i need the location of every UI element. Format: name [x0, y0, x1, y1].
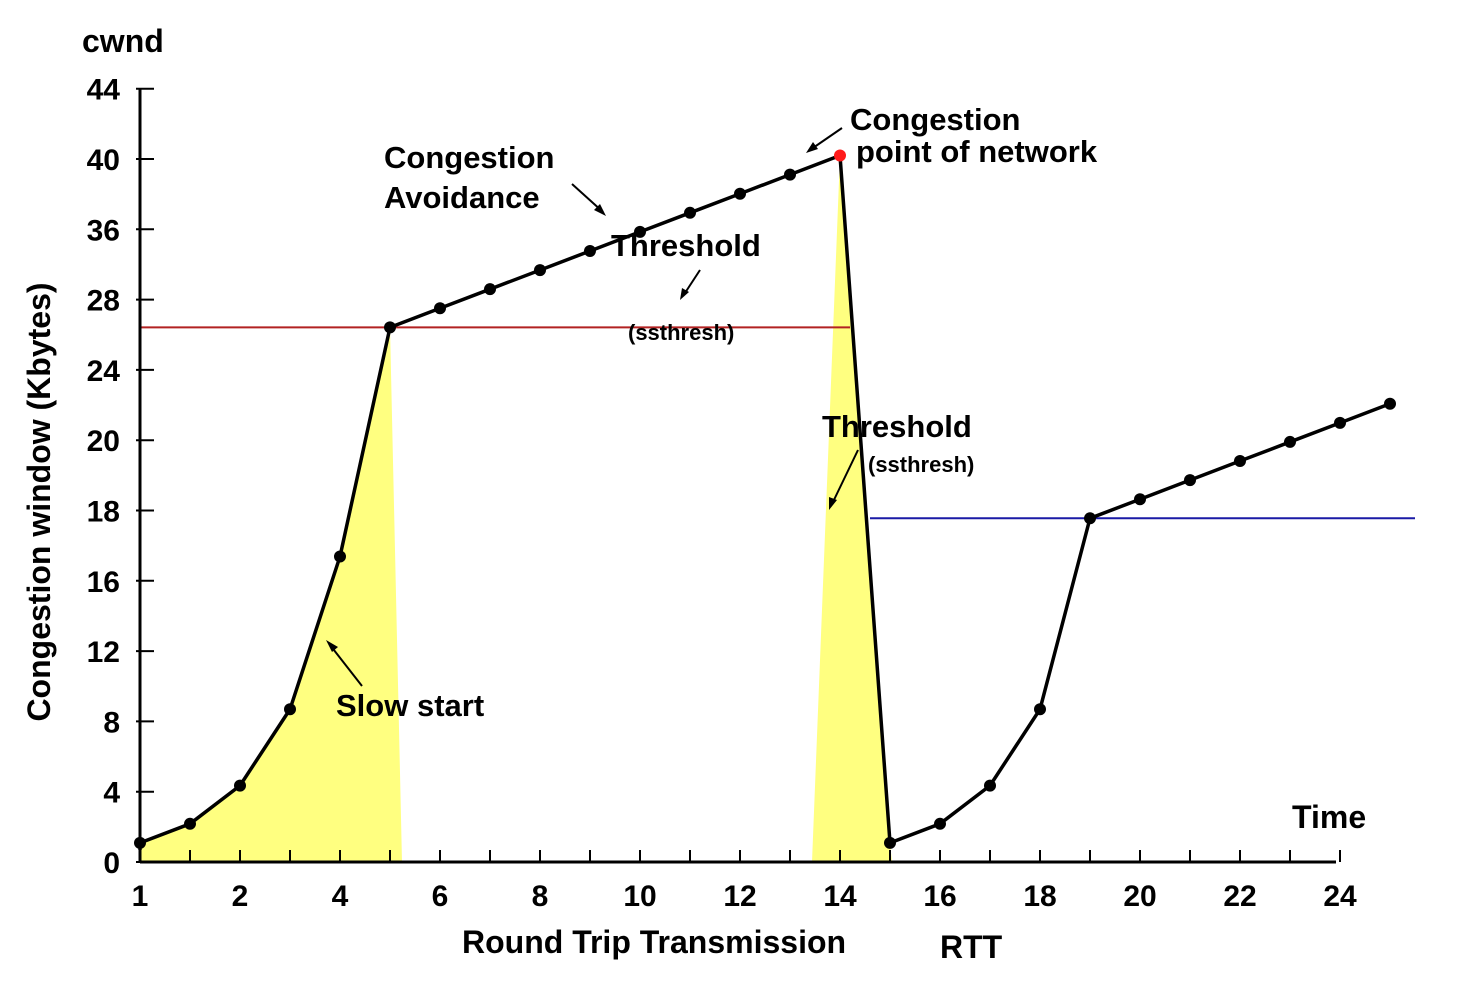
y-tick-label-18: 18: [87, 496, 120, 529]
data-point-25: [1334, 416, 1346, 429]
x-ticks: 1 2 4 6 8 10 12 14 16 18 20 22 24: [132, 850, 1357, 913]
y-tick-label-36: 36: [87, 214, 120, 247]
x-tick-label-8: 8: [532, 880, 549, 913]
x-tick-label-18: 18: [1023, 880, 1056, 913]
y-tick-label-28: 28: [87, 285, 120, 318]
data-point-4: [284, 703, 296, 716]
x-tick-label-16: 16: [923, 880, 956, 913]
data-point-1: [134, 836, 146, 849]
x-axis-label: Round Trip Transmission: [462, 924, 846, 960]
cwnd-series: [134, 149, 1396, 850]
annotation-threshold-1: Threshold: [611, 228, 761, 263]
y-tick-label-12: 12: [87, 636, 120, 669]
annotation-slow-start: Slow start: [336, 688, 484, 723]
data-point-12: [684, 206, 696, 219]
slow-start-highlights: [140, 155, 892, 863]
data-point-19: [1034, 703, 1046, 716]
data-point-10: [584, 244, 596, 257]
data-point-24: [1284, 435, 1296, 448]
annotation-threshold-1-sub: (ssthresh): [628, 320, 734, 345]
y-tick-label-8: 8: [103, 706, 120, 739]
data-point-21: [1134, 493, 1146, 506]
y-axis-top-label: cwnd: [82, 23, 164, 59]
data-point-9: [534, 264, 546, 277]
data-point-8: [484, 283, 496, 296]
x-tick-label-1: 1: [132, 880, 149, 913]
threshold-lines: [140, 326, 1415, 520]
arrowhead-slow-start: [326, 640, 338, 652]
data-point-2: [184, 817, 196, 830]
annotation-threshold-2: Threshold: [822, 409, 972, 444]
annotation-congestion-avoidance-2: Avoidance: [384, 180, 540, 215]
x-tick-label-12: 12: [723, 880, 756, 913]
x-tick-label-10: 10: [623, 880, 656, 913]
y-tick-label-44: 44: [87, 74, 121, 107]
annotation-congestion-point-1: Congestion: [850, 102, 1021, 137]
x-tick-label-20: 20: [1123, 880, 1156, 913]
y-axis-label: Congestion window (Kbytes): [21, 282, 57, 721]
annotation-threshold-2-sub: (ssthresh): [868, 452, 974, 477]
arrowhead-congestion-point: [806, 142, 818, 153]
y-tick-label-0: 0: [103, 847, 120, 880]
x-axis-end-label: Time: [1292, 799, 1366, 835]
data-point-7: [434, 302, 446, 315]
data-point-11: [634, 225, 646, 238]
annotation-congestion-point-2: point of network: [856, 134, 1098, 169]
data-point-14: [784, 168, 796, 181]
x-tick-label-22: 22: [1223, 880, 1256, 913]
y-tick-label-4: 4: [103, 777, 120, 810]
x-tick-label-24: 24: [1323, 880, 1357, 913]
data-point-6: [384, 321, 396, 334]
y-tick-label-20: 20: [87, 425, 120, 458]
y-tick-label-16: 16: [87, 566, 120, 599]
x-tick-label-2: 2: [232, 880, 249, 913]
x-axis-unit-label: RTT: [940, 929, 1003, 965]
annotation-congestion-avoidance-1: Congestion: [384, 140, 555, 175]
data-point-26: [1384, 397, 1396, 410]
data-point-22: [1184, 474, 1196, 487]
data-point-16: [884, 836, 896, 849]
arrowhead-congestion-avoidance: [594, 204, 606, 216]
y-tick-label-40: 40: [87, 144, 120, 177]
x-tick-label-6: 6: [432, 880, 449, 913]
data-point-17: [934, 817, 946, 830]
arrow-slow-start: [329, 644, 363, 687]
highlight-congestion-drop: [812, 155, 892, 863]
x-tick-label-4: 4: [332, 880, 349, 913]
y-ticks: 0 4 8 12 16 18 20 24 28 36 40 44: [87, 74, 154, 880]
data-point-18: [984, 779, 996, 792]
y-tick-label-24: 24: [87, 355, 121, 388]
data-point-13: [734, 187, 746, 200]
x-tick-label-14: 14: [823, 880, 857, 913]
data-point-20: [1084, 512, 1096, 525]
data-point-23: [1234, 455, 1246, 468]
arrow-threshold-2: [831, 449, 859, 505]
highlight-slow-start-1: [140, 327, 402, 863]
data-point-3: [234, 779, 246, 792]
arrowhead-threshold-2: [829, 497, 837, 510]
arrowhead-threshold-1: [680, 288, 689, 300]
data-point-5: [334, 550, 346, 563]
congestion-point-marker: [834, 149, 846, 162]
